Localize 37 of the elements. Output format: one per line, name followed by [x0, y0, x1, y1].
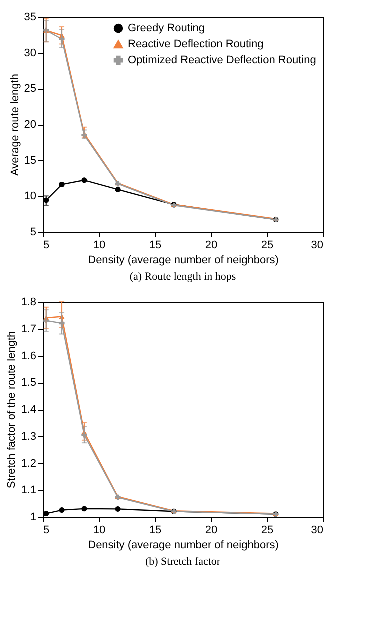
- y-tick-label: 1.4: [21, 404, 36, 416]
- legend-label: Greedy Routing: [128, 22, 206, 34]
- x-tick-label: 20: [205, 240, 218, 252]
- x-axis-title: Density (average number of neighbors): [88, 540, 279, 552]
- x-tick-label: 10: [93, 240, 106, 252]
- y-axis-title: Average route length: [9, 74, 22, 176]
- legend-label: Reactive Deflection Routing: [128, 38, 264, 50]
- y-tick-label: 1.3: [21, 430, 36, 443]
- y-tick-label: 1.1: [21, 484, 36, 497]
- text: (a) Route length in hops: [130, 271, 236, 283]
- x-tick-label: 5: [44, 240, 50, 252]
- y-tick-label: 20: [24, 119, 36, 131]
- y-axis-title: Stretch factor of the route length: [6, 331, 18, 489]
- y-tick-label: 1.6: [21, 350, 36, 362]
- y-tick-label: 1.2: [21, 458, 36, 470]
- y-tick-label: 1.8: [21, 296, 36, 308]
- y-tick-label: 1.5: [21, 377, 36, 390]
- x-tick-label: 10: [93, 524, 106, 536]
- y-tick-label: 10: [24, 190, 36, 203]
- x-tick-label: 30: [311, 524, 324, 536]
- text: (b) Stretch factor: [145, 556, 221, 568]
- x-tick-label: 15: [149, 240, 162, 252]
- x-tick-label: 25: [261, 524, 274, 536]
- legend-label: Optimized Reactive Deflection Routing: [128, 54, 316, 66]
- y-tick-label: 25: [24, 83, 36, 96]
- y-tick-label: 5: [30, 226, 36, 238]
- x-tick-label: 15: [149, 524, 162, 536]
- x-axis-title: Density (average number of neighbors): [88, 254, 279, 266]
- y-tick-label: 1: [30, 512, 36, 524]
- y-tick-label: 35: [24, 12, 36, 24]
- y-tick-label: 1.7: [21, 323, 36, 336]
- x-tick-label: 5: [44, 524, 50, 536]
- y-tick-label: 15: [24, 154, 36, 167]
- x-tick-label: 20: [205, 524, 218, 536]
- x-tick-label: 30: [311, 240, 324, 252]
- x-tick-label: 25: [261, 240, 274, 252]
- y-tick-label: 30: [24, 47, 36, 60]
